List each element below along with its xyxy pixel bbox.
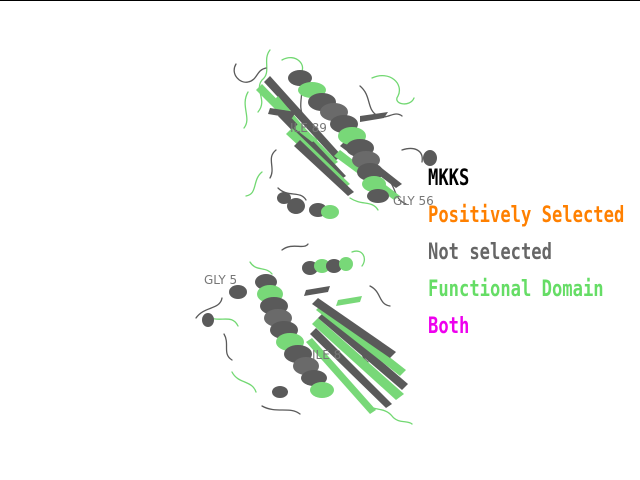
lower-helix [255, 274, 334, 398]
legend-both: Both [428, 314, 470, 339]
atom-label-lower-gly: GLY 5 [204, 273, 238, 287]
top-border-line [0, 0, 640, 1]
legend-functional-domain: Functional Domain [428, 277, 604, 302]
upper-protein-chain [233, 49, 437, 219]
legend-title: MKKS [428, 166, 470, 191]
atom-label-upper-gly: GLY 56 [393, 194, 434, 208]
upper-helix [288, 70, 389, 203]
atom-label-upper-ile: ILE 89 [290, 121, 327, 135]
lower-protein-chain [195, 243, 413, 425]
legend-not-selected: Not selected [428, 240, 552, 265]
atom-label-lower-ile: ILE 8 [312, 348, 342, 362]
legend-positively-selected: Positively Selected [428, 203, 625, 228]
